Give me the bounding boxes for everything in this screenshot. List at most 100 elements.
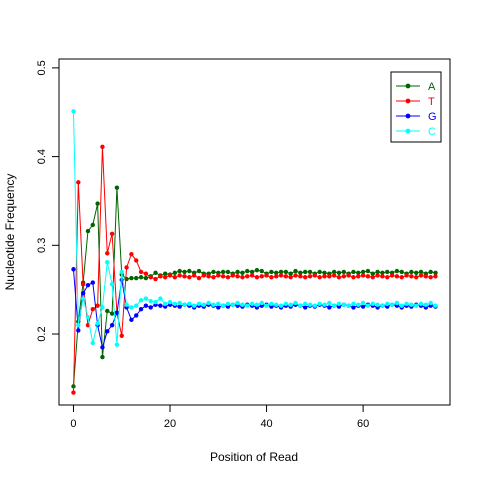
data-point-C xyxy=(114,342,120,347)
data-point-C xyxy=(336,301,342,307)
data-point-G xyxy=(143,303,149,308)
data-point-T xyxy=(259,274,264,279)
data-point-T xyxy=(172,275,178,280)
legend-item-A: A xyxy=(396,81,436,93)
data-point-A xyxy=(187,268,192,274)
data-point-C xyxy=(394,300,400,306)
data-point-T xyxy=(331,273,337,278)
data-point-A xyxy=(211,269,216,275)
data-point-G xyxy=(134,313,139,318)
data-point-C xyxy=(119,269,124,275)
data-point-C xyxy=(254,302,260,307)
data-point-A xyxy=(85,228,91,234)
data-point-C xyxy=(134,303,139,308)
data-point-A xyxy=(414,270,419,276)
series-line-C xyxy=(72,111,436,345)
data-point-A xyxy=(153,270,158,276)
legend-label: T xyxy=(428,96,435,108)
data-point-T xyxy=(380,274,385,279)
data-point-T xyxy=(418,273,424,278)
data-point-A xyxy=(409,269,414,275)
data-point-A xyxy=(177,268,182,274)
data-point-A xyxy=(100,354,105,360)
data-point-T xyxy=(163,275,168,280)
data-point-A xyxy=(288,271,293,276)
series-A xyxy=(71,185,438,389)
data-point-T xyxy=(414,275,419,280)
data-point-A xyxy=(322,270,327,276)
data-point-T xyxy=(211,275,216,280)
y-tick-label: 0.4 xyxy=(36,149,48,164)
data-point-G xyxy=(158,303,163,308)
data-point-T xyxy=(298,274,303,279)
x-axis-title: Position of Read xyxy=(210,450,298,464)
y-axis-title: Nucleotide Frequency xyxy=(3,174,17,291)
data-point-C xyxy=(158,296,163,301)
data-point-G xyxy=(177,304,182,309)
data-point-A xyxy=(418,269,424,275)
data-point-C xyxy=(249,301,255,307)
data-point-C xyxy=(356,302,361,307)
data-point-A xyxy=(240,270,245,276)
data-point-C xyxy=(264,303,269,308)
data-point-A xyxy=(254,267,260,273)
series-line-G xyxy=(72,269,436,350)
data-point-C xyxy=(389,302,395,307)
data-point-A xyxy=(283,269,289,275)
data-point-C xyxy=(293,300,298,306)
data-point-A xyxy=(385,269,390,275)
data-point-A xyxy=(259,268,264,274)
data-point-A xyxy=(134,275,139,281)
data-point-T xyxy=(249,273,255,278)
data-point-C xyxy=(230,302,235,307)
data-point-A xyxy=(114,185,120,190)
data-point-C xyxy=(351,301,356,307)
data-point-C xyxy=(76,322,81,328)
legend-swatch-point xyxy=(405,83,411,89)
data-point-G xyxy=(105,329,110,334)
data-point-C xyxy=(100,305,105,310)
data-point-A xyxy=(225,269,231,275)
data-point-G xyxy=(138,306,144,312)
data-point-T xyxy=(370,275,375,280)
data-point-T xyxy=(230,273,235,278)
legend-item-T: T xyxy=(396,96,435,108)
data-point-G xyxy=(302,305,308,310)
data-point-G xyxy=(114,310,120,315)
data-point-C xyxy=(240,302,245,307)
data-point-G xyxy=(71,267,76,272)
data-point-C xyxy=(331,303,337,308)
data-point-A xyxy=(375,269,380,275)
data-point-C xyxy=(404,301,409,307)
data-point-C xyxy=(365,303,371,308)
data-point-T xyxy=(341,274,346,279)
data-point-T xyxy=(235,274,240,279)
data-point-T xyxy=(307,274,313,279)
series-line-A xyxy=(72,187,436,387)
data-point-T xyxy=(409,274,414,279)
data-point-C xyxy=(274,302,279,307)
y-tick-label: 0.5 xyxy=(36,60,48,75)
data-point-C xyxy=(235,300,240,306)
data-point-A xyxy=(399,269,404,275)
data-point-A xyxy=(336,270,342,276)
data-point-C xyxy=(370,301,375,307)
data-point-C xyxy=(409,302,414,307)
data-point-G xyxy=(90,280,95,285)
data-point-C xyxy=(399,303,404,308)
legend-box xyxy=(390,71,442,143)
data-point-G xyxy=(148,305,153,310)
data-point-T xyxy=(134,258,139,263)
data-point-C xyxy=(283,301,289,307)
data-point-T xyxy=(433,274,438,279)
data-point-A xyxy=(172,270,178,276)
data-point-T xyxy=(177,273,182,278)
data-point-C xyxy=(302,301,308,307)
data-point-T xyxy=(124,265,129,270)
data-point-A xyxy=(365,268,371,274)
data-point-A xyxy=(129,275,134,281)
data-point-C xyxy=(278,303,284,308)
data-point-T xyxy=(245,274,250,279)
data-point-T xyxy=(216,273,221,278)
